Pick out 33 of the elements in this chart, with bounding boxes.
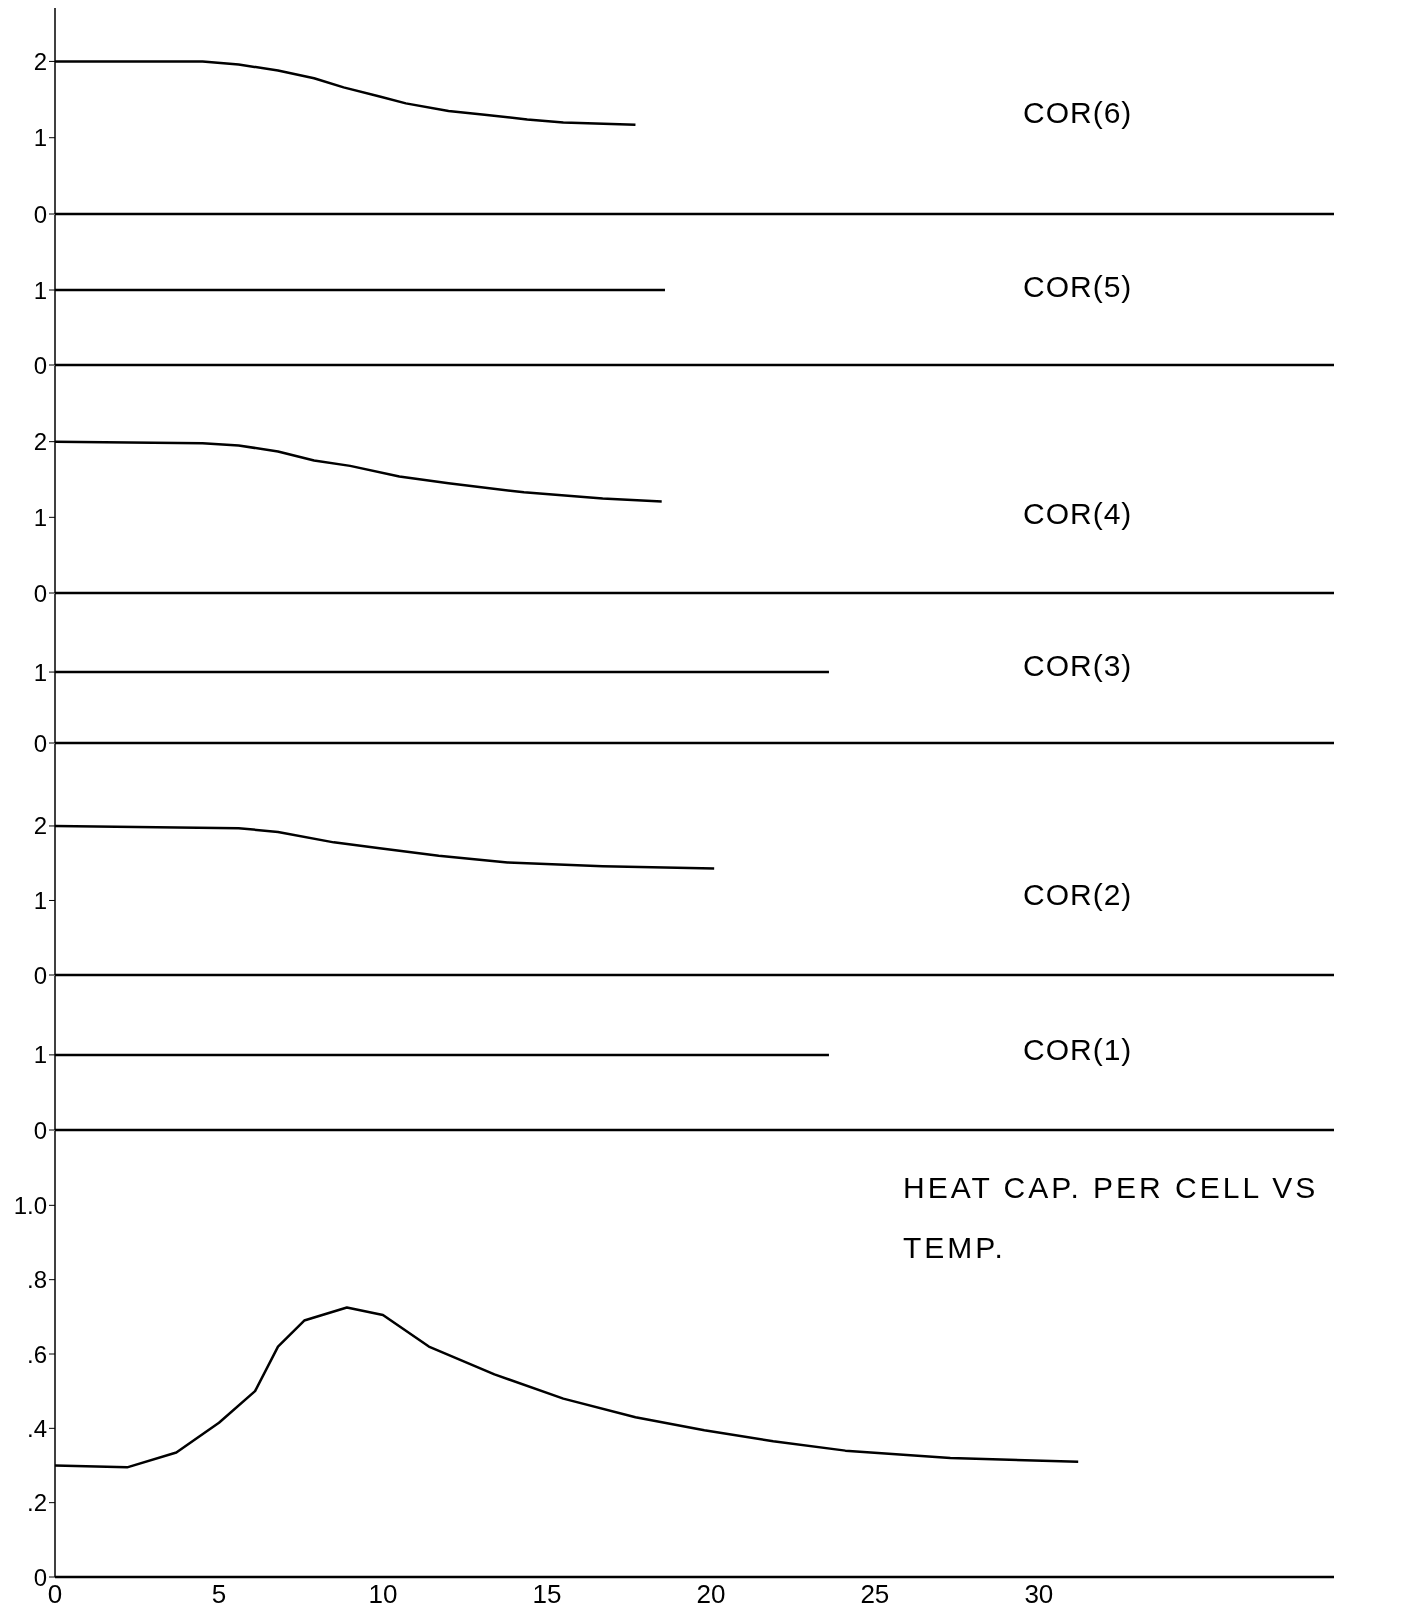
text: COR(4) (1023, 496, 1134, 532)
text: COR(1) (1023, 1032, 1134, 1068)
text: COR(2) (1023, 877, 1134, 913)
y-tick-label: 1 (33, 658, 47, 686)
x-tick-label: 20 (696, 1579, 726, 1610)
y-tick-label: 1 (33, 503, 47, 531)
y-tick-label: 1 (33, 887, 47, 914)
y-tick-label: .6 (26, 1340, 47, 1368)
y-tick-label: 0 (33, 961, 47, 989)
y-tick-label: 1.0 (13, 1191, 47, 1219)
text: HEAT CAP. PER CELL VS TEMP. (903, 1170, 1320, 1266)
text: COR(6) (1023, 95, 1134, 131)
text: COR(5) (1023, 269, 1134, 305)
y-tick-label: 1 (33, 124, 47, 152)
y-tick-label: 0 (33, 351, 47, 379)
y-tick-label: .4 (26, 1414, 47, 1442)
y-tick-label: 1 (33, 1041, 47, 1069)
y-tick-label: .8 (26, 1266, 47, 1294)
y-tick-label: 1 (33, 276, 47, 304)
x-tick-label: 15 (532, 1579, 562, 1610)
x-tick-label: 30 (1024, 1579, 1054, 1610)
y-tick-label: 0 (33, 200, 47, 228)
y-tick-label: 0 (33, 1116, 47, 1144)
y-tick-label: 2 (33, 47, 47, 75)
x-tick-label: 25 (860, 1579, 890, 1610)
y-tick-label: .2 (26, 1489, 47, 1517)
y-tick-label: 2 (33, 428, 47, 456)
y-tick-label: 0 (33, 579, 47, 607)
x-tick-label: 10 (368, 1579, 398, 1610)
x-tick-label: 5 (211, 1579, 227, 1610)
y-tick-label: 2 (33, 812, 47, 840)
text: COR(3) (1023, 648, 1134, 684)
y-tick-label: 0 (33, 729, 47, 757)
